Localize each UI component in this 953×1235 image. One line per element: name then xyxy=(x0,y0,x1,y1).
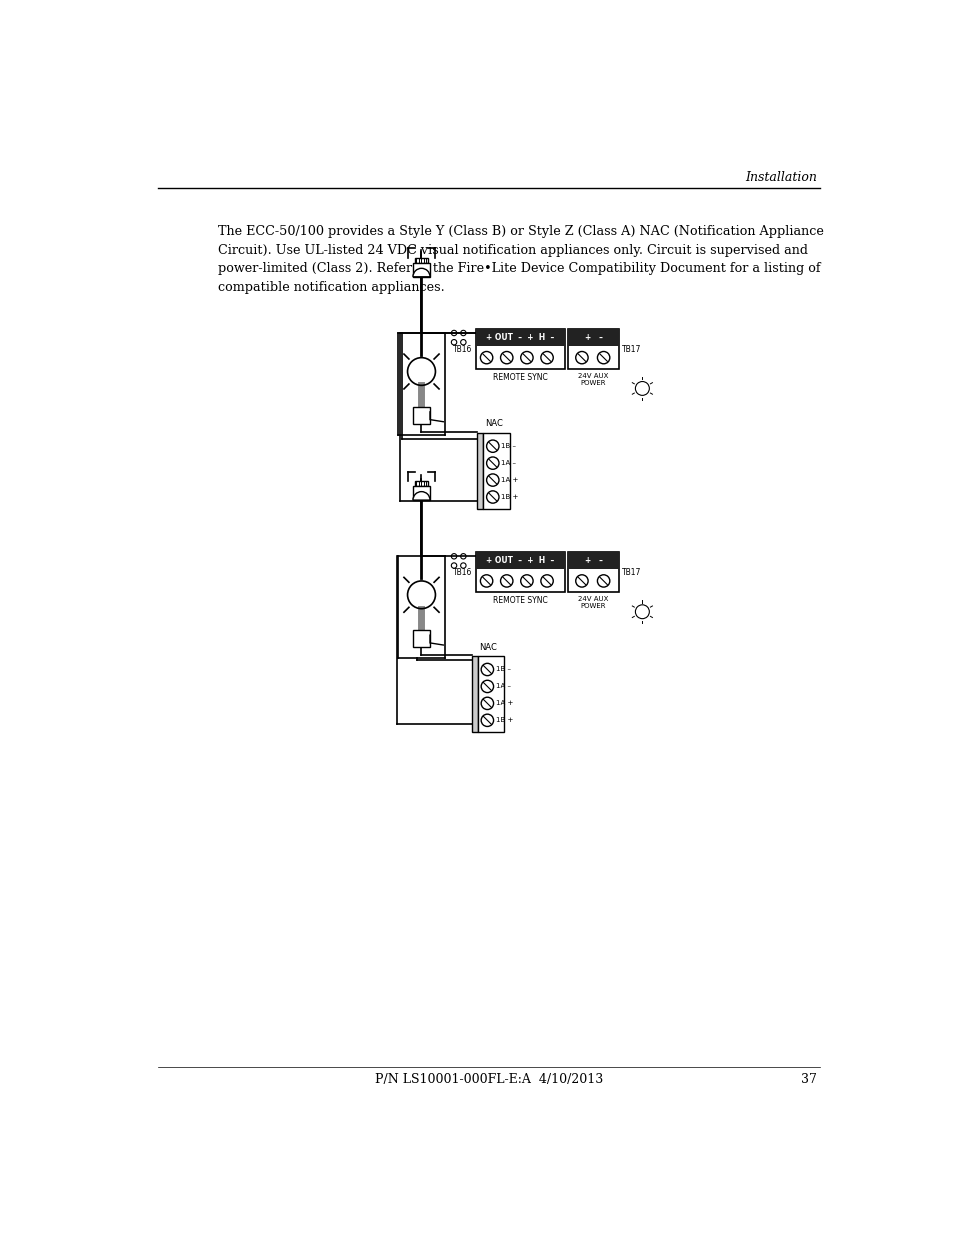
Text: 1B +: 1B + xyxy=(500,494,518,500)
Text: NAC: NAC xyxy=(484,420,502,429)
Text: + OUT  –  +  H  –: + OUT – + H – xyxy=(486,557,554,566)
Text: REMOTE SYNC: REMOTE SYNC xyxy=(493,373,547,382)
Text: Installation: Installation xyxy=(744,170,816,184)
Text: + OUT  –  +  H  –: + OUT – + H – xyxy=(486,333,554,342)
Bar xyxy=(567,330,618,369)
Text: TB16: TB16 xyxy=(453,568,472,577)
Bar xyxy=(472,656,477,732)
Text: The ECC-50/100 provides a Style Y (Class B) or Style Z (Class A) NAC (Notificati: The ECC-50/100 provides a Style Y (Class… xyxy=(218,225,823,294)
Bar xyxy=(567,552,618,569)
Text: 1A +: 1A + xyxy=(500,477,518,483)
Bar xyxy=(413,406,430,424)
Bar xyxy=(476,433,483,509)
Text: 1B –: 1B – xyxy=(496,667,511,673)
Text: 1B –: 1B – xyxy=(500,443,516,450)
Text: REMOTE SYNC: REMOTE SYNC xyxy=(493,597,547,605)
Text: +   –: + – xyxy=(584,333,602,342)
Bar xyxy=(413,263,430,277)
Text: +   –: + – xyxy=(584,557,602,566)
Bar xyxy=(483,433,509,509)
Text: TB17: TB17 xyxy=(621,345,641,353)
Text: 37: 37 xyxy=(800,1073,816,1087)
Text: P/N LS10001-000FL-E:A  4/10/2013: P/N LS10001-000FL-E:A 4/10/2013 xyxy=(375,1073,602,1087)
Bar xyxy=(476,330,564,369)
Bar xyxy=(476,552,564,569)
Text: 1A –: 1A – xyxy=(500,461,516,466)
Bar xyxy=(413,487,430,500)
Text: TB16: TB16 xyxy=(453,345,472,353)
Text: 24V AUX
POWER: 24V AUX POWER xyxy=(578,597,608,609)
Text: 1B +: 1B + xyxy=(496,718,513,724)
Text: NAC: NAC xyxy=(478,642,497,652)
Wedge shape xyxy=(413,492,430,500)
Bar xyxy=(476,330,564,346)
Bar xyxy=(413,630,430,647)
Bar xyxy=(415,258,428,263)
Bar xyxy=(567,552,618,593)
Bar xyxy=(415,480,428,487)
Text: 1A +: 1A + xyxy=(496,700,513,706)
Bar xyxy=(476,552,564,593)
Bar xyxy=(567,330,618,346)
Bar xyxy=(477,656,504,732)
Text: 1A –: 1A – xyxy=(496,683,511,689)
Text: TB17: TB17 xyxy=(621,568,641,577)
Wedge shape xyxy=(413,268,430,277)
Text: 24V AUX
POWER: 24V AUX POWER xyxy=(578,373,608,387)
